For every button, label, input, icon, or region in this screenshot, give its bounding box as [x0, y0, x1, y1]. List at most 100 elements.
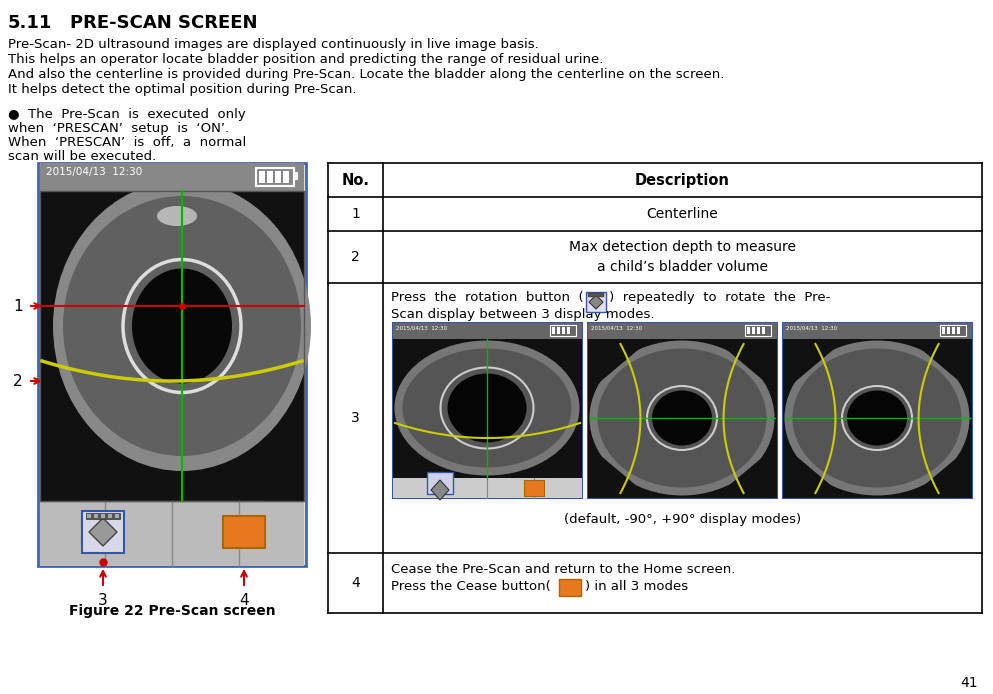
Bar: [115, 514, 119, 518]
Text: 1: 1: [13, 298, 23, 314]
Text: 2: 2: [13, 373, 23, 389]
Text: 2015/04/13  12:30: 2015/04/13 12:30: [46, 167, 142, 177]
Bar: [393, 323, 582, 498]
Text: Centerline: Centerline: [646, 207, 718, 221]
Text: And also the centerline is provided during Pre-Scan. Locate the bladder along th: And also the centerline is provided duri…: [8, 68, 724, 81]
Bar: [783, 339, 972, 498]
Bar: [952, 327, 955, 334]
Bar: [745, 325, 771, 336]
Bar: [108, 514, 112, 518]
Bar: [393, 339, 582, 478]
Bar: [40, 501, 304, 566]
Text: Cease the Pre-Scan and return to the Home screen.: Cease the Pre-Scan and return to the Hom…: [391, 563, 736, 576]
Ellipse shape: [53, 181, 311, 471]
Bar: [38, 163, 306, 566]
Bar: [757, 327, 760, 334]
Polygon shape: [588, 339, 651, 392]
Bar: [562, 327, 565, 334]
Text: 5.11: 5.11: [8, 14, 53, 32]
Bar: [86, 513, 120, 519]
Bar: [586, 292, 606, 312]
Polygon shape: [589, 295, 603, 309]
Ellipse shape: [847, 391, 907, 446]
Ellipse shape: [590, 341, 775, 496]
Text: Pre-Scan- 2D ultrasound images are displayed continuously in live image basis.: Pre-Scan- 2D ultrasound images are displ…: [8, 38, 539, 51]
Text: Press  the  rotation  button  (      )  repeatedly  to  rotate  the  Pre-: Press the rotation button ( ) repeatedly…: [391, 291, 830, 304]
Bar: [947, 327, 950, 334]
Text: 3: 3: [352, 411, 359, 425]
Bar: [294, 172, 298, 180]
Text: 4: 4: [352, 576, 359, 590]
Ellipse shape: [132, 269, 232, 384]
Text: PRE-SCAN SCREEN: PRE-SCAN SCREEN: [70, 14, 257, 32]
Ellipse shape: [598, 348, 767, 487]
Text: Scan display between 3 display modes.: Scan display between 3 display modes.: [391, 308, 654, 321]
Bar: [393, 323, 582, 339]
Text: 1: 1: [352, 207, 359, 221]
Text: 3: 3: [98, 593, 108, 608]
Text: 2015/04/13  12:30: 2015/04/13 12:30: [591, 325, 642, 330]
Bar: [82, 511, 124, 553]
Polygon shape: [714, 445, 777, 498]
Bar: [267, 171, 273, 183]
Bar: [762, 327, 765, 334]
Bar: [559, 579, 581, 596]
Bar: [259, 171, 265, 183]
Text: 2015/04/13  12:30: 2015/04/13 12:30: [786, 325, 837, 330]
Ellipse shape: [784, 341, 969, 496]
Text: 41: 41: [960, 676, 978, 690]
Text: 2015/04/13  12:30: 2015/04/13 12:30: [396, 325, 447, 330]
Polygon shape: [783, 339, 846, 392]
Polygon shape: [264, 441, 304, 501]
Bar: [427, 472, 453, 494]
Bar: [557, 327, 560, 334]
Bar: [588, 339, 777, 498]
Bar: [40, 163, 304, 191]
Bar: [40, 191, 304, 501]
Bar: [87, 514, 91, 518]
Text: This helps an operator locate bladder position and predicting the range of resid: This helps an operator locate bladder po…: [8, 53, 604, 66]
Polygon shape: [40, 441, 80, 501]
Text: Description: Description: [636, 173, 730, 187]
Bar: [94, 514, 98, 518]
Text: 2: 2: [352, 250, 359, 264]
Bar: [752, 327, 755, 334]
Text: when  ‘PRESCAN’  setup  is  ‘ON’.: when ‘PRESCAN’ setup is ‘ON’.: [8, 122, 229, 135]
Bar: [40, 191, 304, 501]
Text: Figure 22 Pre-Scan screen: Figure 22 Pre-Scan screen: [69, 604, 275, 618]
Text: ) in all 3 modes: ) in all 3 modes: [585, 580, 688, 593]
Bar: [552, 327, 555, 334]
Ellipse shape: [394, 341, 580, 475]
Bar: [283, 171, 289, 183]
Polygon shape: [909, 445, 972, 498]
Bar: [275, 171, 281, 183]
Polygon shape: [40, 191, 80, 251]
Text: When  ‘PRESCAN’  is  off,  a  normal: When ‘PRESCAN’ is off, a normal: [8, 136, 246, 149]
Ellipse shape: [652, 391, 712, 446]
Bar: [747, 327, 750, 334]
Text: a child’s bladder volume: a child’s bladder volume: [597, 260, 768, 274]
Ellipse shape: [157, 206, 197, 226]
Text: ●  The  Pre-Scan  is  executed  only: ● The Pre-Scan is executed only: [8, 108, 245, 121]
Text: No.: No.: [342, 173, 369, 187]
Ellipse shape: [792, 348, 961, 487]
Polygon shape: [264, 191, 304, 251]
Bar: [393, 478, 582, 498]
Bar: [588, 293, 604, 297]
Polygon shape: [89, 518, 117, 546]
Text: Press the Cease button(: Press the Cease button(: [391, 580, 551, 593]
Bar: [957, 327, 960, 334]
Bar: [783, 323, 972, 339]
Bar: [524, 480, 544, 496]
Bar: [223, 516, 265, 548]
Bar: [940, 325, 966, 336]
Bar: [783, 323, 972, 498]
Polygon shape: [431, 480, 449, 500]
Ellipse shape: [402, 348, 572, 468]
Bar: [588, 323, 777, 498]
Text: Max detection depth to measure: Max detection depth to measure: [569, 240, 796, 254]
Text: 4: 4: [239, 593, 249, 608]
Ellipse shape: [63, 196, 301, 456]
Bar: [588, 323, 777, 339]
Text: (default, -90°, +90° display modes): (default, -90°, +90° display modes): [564, 513, 801, 526]
